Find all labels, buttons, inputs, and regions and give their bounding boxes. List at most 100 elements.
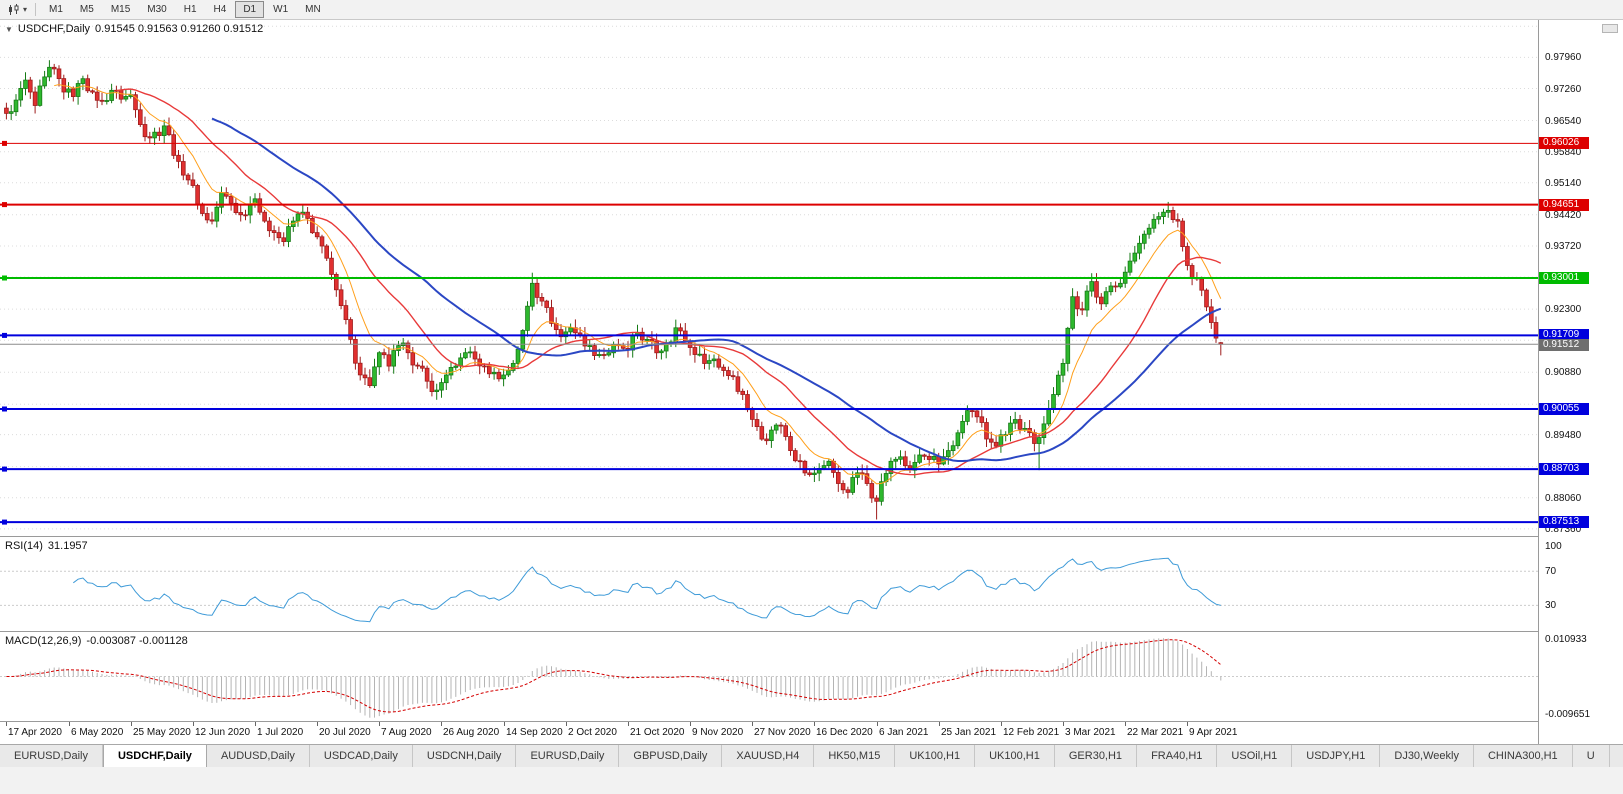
time-axis-label: 25 Jan 2021 [941, 727, 997, 738]
collapse-icon[interactable]: ▼ [5, 24, 13, 34]
timeframe-button-m15[interactable]: M15 [110, 4, 131, 15]
time-axis-label: 21 Oct 2020 [630, 727, 685, 738]
price-axis-label: 0.95140 [1545, 178, 1582, 189]
price-axis-label: 0.87360 [1545, 524, 1582, 535]
price-level-tag[interactable]: 0.87513 [1539, 516, 1589, 528]
timeframe-button-h1[interactable]: H1 [183, 4, 197, 15]
panel-splitter-rsi-macd[interactable] [0, 631, 1623, 632]
timeframe-button-mn[interactable]: MN [305, 4, 321, 15]
chart-tab-uk100-h1[interactable]: UK100,H1 [895, 745, 976, 767]
time-axis-tick [877, 722, 878, 726]
price-axis-label: 0.88060 [1545, 493, 1582, 504]
time-axis-label: 7 Aug 2020 [381, 727, 432, 738]
time-axis-label: 14 Sep 2020 [506, 727, 563, 738]
timeframe-button-m30[interactable]: M30 [147, 4, 167, 15]
price-level-tag[interactable]: 0.94651 [1539, 199, 1589, 211]
time-axis-label: 6 May 2020 [71, 727, 124, 738]
chart-tab-hk50-m15[interactable]: HK50,M15 [814, 745, 896, 767]
price-axis[interactable]: 0.97960 0.97260 0.96540 0.95840 0.95140 0.944… [1538, 20, 1623, 744]
time-axis-tick [379, 722, 380, 726]
price-axis-label: 0.89480 [1545, 430, 1582, 441]
price-axis-label: 0.90880 [1545, 367, 1582, 378]
time-axis-label: 3 Mar 2021 [1065, 727, 1116, 738]
price-level-tag[interactable]: 0.93001 [1539, 272, 1589, 284]
price-level-tag[interactable]: 0.91709 [1539, 329, 1589, 341]
rsi-name: RSI(14) [5, 540, 43, 552]
macd-axis-label: -0.009651 [1545, 709, 1591, 720]
chart-tab-xauusd-h4[interactable]: XAUUSD,H4 [722, 745, 815, 767]
rsi-plot[interactable] [0, 537, 1538, 631]
chart-tab-dj30-weekly[interactable]: DJ30,Weekly [1380, 745, 1474, 767]
panel-splitter-main-rsi[interactable] [0, 536, 1623, 537]
time-axis-label: 2 Oct 2020 [568, 727, 617, 738]
price-axis-label: 0.92300 [1545, 304, 1582, 315]
timeframe-button-h4[interactable]: H4 [213, 4, 227, 15]
rsi-value: 31.1957 [47, 540, 88, 552]
chart-tab-u[interactable]: U [1572, 745, 1610, 767]
time-axis-label: 1 Jul 2020 [257, 727, 304, 738]
current-price-tag: 0.91512 [1539, 339, 1589, 351]
price-level-tag[interactable]: 0.90055 [1539, 403, 1589, 415]
ohlc-values-label: 0.91545 0.91563 0.91260 0.91512 [95, 23, 264, 35]
macd-plot[interactable] [0, 632, 1538, 721]
candlestick-chart[interactable] [0, 20, 1538, 536]
timeframe-button-d1[interactable]: D1 [235, 1, 265, 18]
rsi-indicator-panel[interactable]: RSI(14) 31.1957 [0, 537, 1538, 631]
macd-axis-label: 0.010933 [1545, 634, 1587, 645]
chart-tab-usdjpy-h1[interactable]: USDJPY,H1 [1292, 745, 1381, 767]
price-axis-label: 0.96540 [1545, 116, 1582, 127]
time-axis-tick [441, 722, 442, 726]
price-axis-label: 0.94420 [1545, 210, 1582, 221]
chart-tab-usdchf-daily[interactable]: USDCHF,Daily [102, 745, 207, 767]
price-chart-panel[interactable]: ▼ USDCHF,Daily 0.91545 0.91563 0.91260 0… [0, 20, 1538, 536]
chart-tab-ger30-h1[interactable]: GER30,H1 [1054, 745, 1138, 767]
toolbar-separator [35, 3, 37, 16]
timeframe-button-m5[interactable]: M5 [79, 4, 94, 15]
chart-tab-eurusd-daily[interactable]: EURUSD,Daily [0, 745, 103, 767]
chart-tab-usdcad-daily[interactable]: USDCAD,Daily [309, 745, 413, 767]
chart-tab-usdcnh-daily[interactable]: USDCNH,Daily [412, 745, 517, 767]
time-axis-tick [566, 722, 567, 726]
macd-indicator-panel[interactable]: MACD(12,26,9) -0.003087 -0.001128 [0, 632, 1538, 721]
chart-tab-gbpusd-daily[interactable]: GBPUSD,Daily [619, 745, 723, 767]
rsi-axis-label: 70 [1545, 566, 1557, 577]
time-axis-tick [131, 722, 132, 726]
price-level-tag[interactable]: 0.96026 [1539, 137, 1589, 149]
chart-type-button[interactable]: ▾ [4, 3, 30, 16]
time-axis-label: 6 Jan 2021 [879, 727, 929, 738]
time-axis-label: 9 Apr 2021 [1189, 727, 1238, 738]
timeframe-button-w1[interactable]: W1 [273, 4, 289, 15]
dropdown-caret-icon: ▾ [23, 5, 28, 14]
chart-tab-china300-h1[interactable]: CHINA300,H1 [1473, 745, 1573, 767]
price-axis-label: 0.97260 [1545, 84, 1582, 95]
time-axis-tick [69, 722, 70, 726]
time-axis-label: 17 Apr 2020 [8, 727, 62, 738]
price-level-tag[interactable]: 0.88703 [1539, 463, 1589, 475]
time-axis[interactable]: 17 Apr 2020 6 May 2020 25 May 2020 12 Jun 2… [0, 722, 1538, 744]
time-axis-label: 9 Nov 2020 [692, 727, 744, 738]
time-axis-label: 26 Aug 2020 [443, 727, 500, 738]
time-axis-label: 12 Jun 2020 [195, 727, 251, 738]
price-axis-label: 0.93720 [1545, 241, 1582, 252]
chart-tab-fra40-h1[interactable]: FRA40,H1 [1137, 745, 1218, 767]
rsi-label: RSI(14) 31.1957 [5, 540, 88, 552]
timeframe-button-m1[interactable]: M1 [49, 4, 63, 15]
time-axis-tick [6, 722, 7, 726]
time-axis-tick [504, 722, 505, 726]
time-axis-label: 20 Jul 2020 [319, 727, 371, 738]
chart-tab-uk100-h1[interactable]: UK100,H1 [975, 745, 1055, 767]
time-axis-tick [939, 722, 940, 726]
chart-tab-usoil-h1[interactable]: USOil,H1 [1217, 745, 1293, 767]
macd-name: MACD(12,26,9) [5, 635, 82, 647]
macd-label: MACD(12,26,9) -0.003087 -0.001128 [5, 635, 188, 647]
chart-tab-eurusd-daily[interactable]: EURUSD,Daily [516, 745, 620, 767]
chart-tab-audusd-daily[interactable]: AUDUSD,Daily [206, 745, 310, 767]
price-scale-grip[interactable] [1602, 24, 1618, 33]
time-axis-label: 16 Dec 2020 [816, 727, 873, 738]
time-axis-label: 12 Feb 2021 [1003, 727, 1060, 738]
rsi-axis-label: 30 [1545, 600, 1557, 611]
time-axis-tick [317, 722, 318, 726]
time-axis-tick [193, 722, 194, 726]
macd-values: -0.003087 -0.001128 [86, 635, 188, 647]
